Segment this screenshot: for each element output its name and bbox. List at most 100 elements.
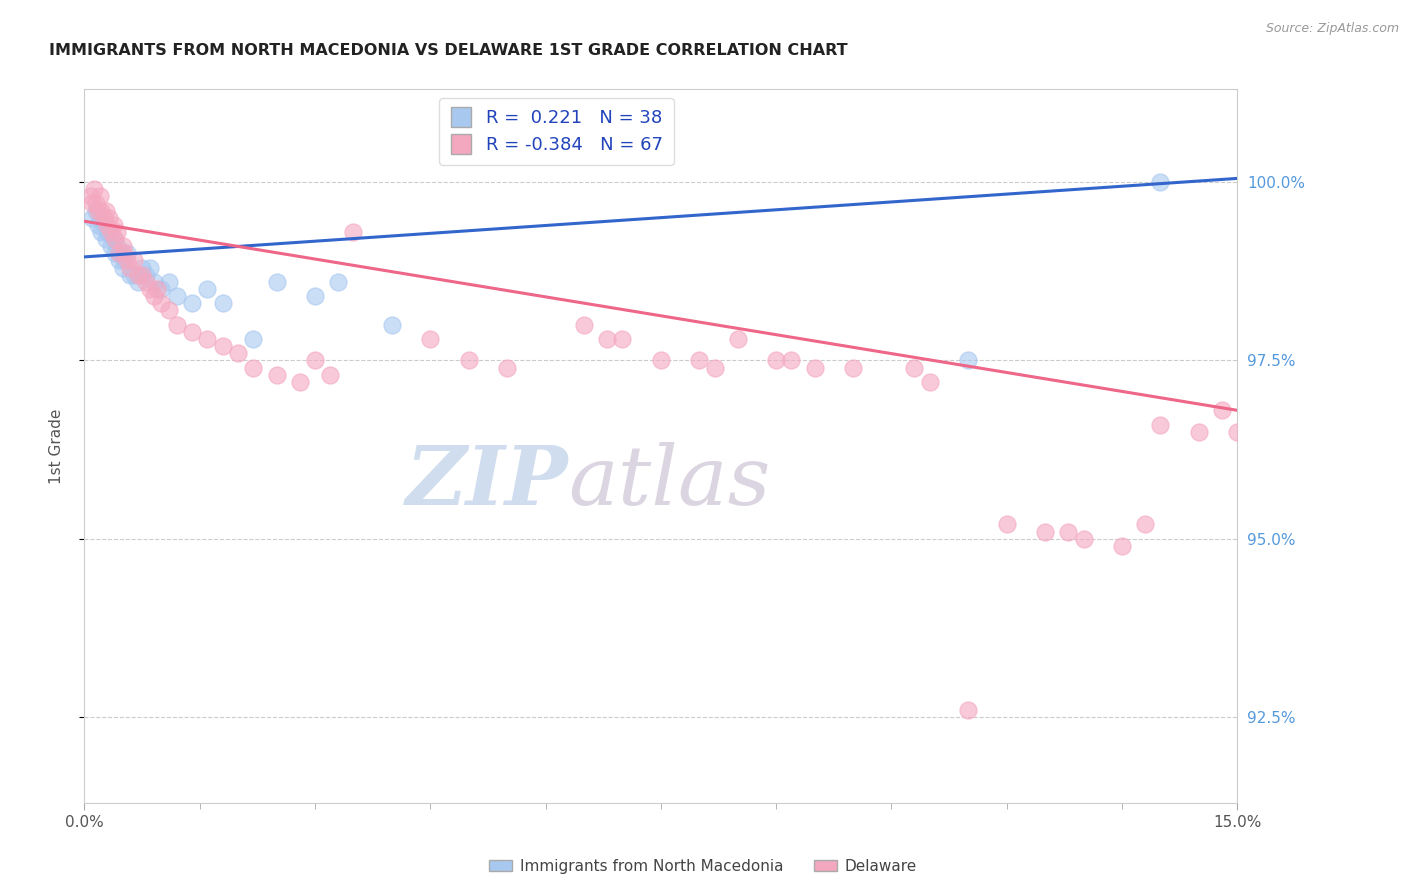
Point [457,353,479,368]
Point [957,703,980,717]
Point [166,289,188,303]
Point [103,232,125,246]
Point [135,275,157,289]
Point [79,189,101,203]
Point [1226,425,1249,439]
Point [612,332,634,346]
Point [105,225,128,239]
Point [115,253,138,268]
Point [381,318,404,332]
Point [103,218,125,232]
Point [211,339,233,353]
Point [304,353,326,368]
Point [112,253,135,268]
Point [104,232,127,246]
Point [94,203,117,218]
Point [572,318,595,332]
Point [108,253,131,268]
Point [342,225,364,239]
Point [115,246,138,260]
Point [80,211,103,225]
Point [842,360,865,375]
Point [181,296,204,310]
Point [142,289,165,303]
Point [727,332,749,346]
Point [150,296,173,310]
Point [111,260,134,275]
Point [110,246,132,260]
Point [97,225,120,239]
Point [96,218,118,232]
Point [84,203,107,218]
Point [304,289,326,303]
Point [131,260,153,275]
Point [104,246,127,260]
Point [124,253,146,268]
Point [1133,517,1156,532]
Point [242,360,264,375]
Point [131,268,153,282]
Point [150,282,173,296]
Point [765,353,787,368]
Point [957,353,980,368]
Point [120,268,142,282]
Point [157,275,180,289]
Text: ZIP: ZIP [406,442,568,522]
Point [496,360,519,375]
Point [97,211,120,225]
Point [138,282,160,296]
Point [142,275,165,289]
Point [266,368,288,382]
Point [650,353,672,368]
Point [596,332,619,346]
Point [419,332,441,346]
Point [93,211,115,225]
Point [211,296,233,310]
Text: atlas: atlas [568,442,770,522]
Text: Source: ZipAtlas.com: Source: ZipAtlas.com [1265,22,1399,36]
Point [89,189,111,203]
Point [288,375,311,389]
Point [105,239,128,253]
Point [918,375,941,389]
Point [995,517,1018,532]
Point [319,368,342,382]
Point [1111,539,1133,553]
Point [90,225,112,239]
Point [780,353,803,368]
Point [146,282,169,296]
Point [195,332,218,346]
Legend: Immigrants from North Macedonia, Delaware: Immigrants from North Macedonia, Delawar… [484,853,922,880]
Point [94,232,117,246]
Point [226,346,249,360]
Point [135,268,157,282]
Point [688,353,710,368]
Point [93,218,115,232]
Point [157,303,180,318]
Point [1073,532,1095,546]
Point [1211,403,1233,417]
Point [1057,524,1080,539]
Point [1033,524,1056,539]
Point [80,196,103,211]
Point [903,360,925,375]
Text: IMMIGRANTS FROM NORTH MACEDONIA VS DELAWARE 1ST GRADE CORRELATION CHART: IMMIGRANTS FROM NORTH MACEDONIA VS DELAW… [49,43,848,58]
Point [100,239,122,253]
Y-axis label: 1st Grade: 1st Grade [49,409,63,483]
Point [83,182,105,196]
Point [87,218,110,232]
Point [1188,425,1211,439]
Point [120,260,142,275]
Point [803,360,825,375]
Legend: R =  0.221   N = 38, R = -0.384   N = 67: R = 0.221 N = 38, R = -0.384 N = 67 [439,98,673,165]
Point [89,211,111,225]
Point [326,275,349,289]
Point [1149,175,1171,189]
Point [266,275,288,289]
Point [100,225,122,239]
Point [1149,417,1171,432]
Point [96,225,118,239]
Point [112,246,135,260]
Point [108,246,131,260]
Point [195,282,218,296]
